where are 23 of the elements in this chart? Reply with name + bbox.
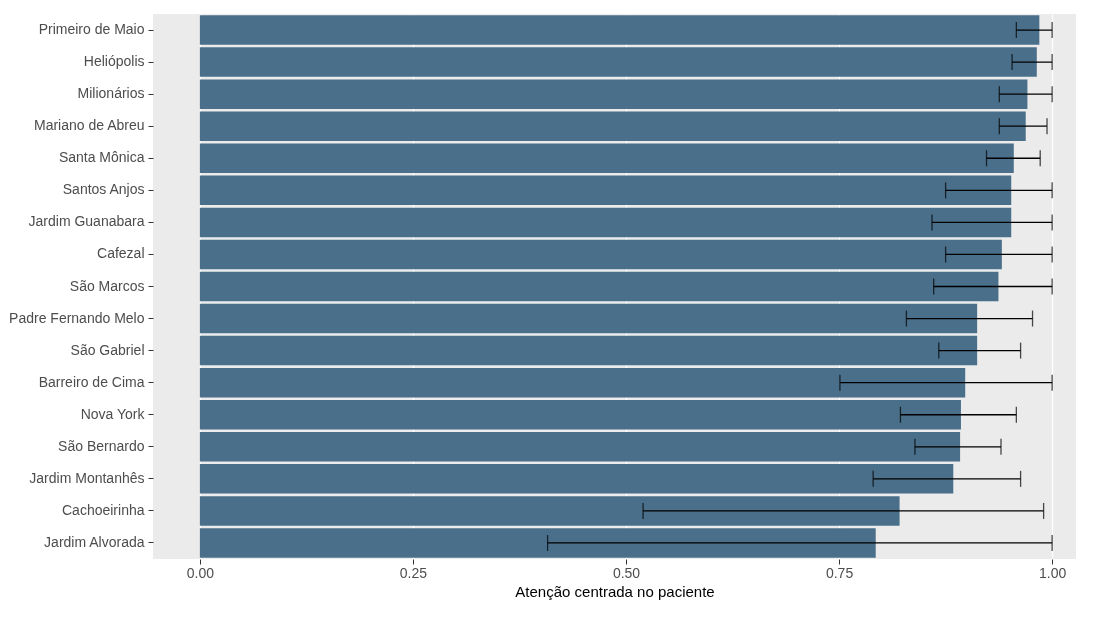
x-tick-label: 0.25 xyxy=(399,564,428,581)
y-tick-label: São Gabriel xyxy=(70,341,145,358)
y-tick-label: Milionários xyxy=(77,85,145,102)
y-tick-label: Jardim Guanabara xyxy=(28,213,145,230)
y-tick-label: Primeiro de Maio xyxy=(38,21,145,38)
y-tick-label: Santos Anjos xyxy=(62,181,145,198)
y-tick-label: São Bernardo xyxy=(58,437,145,454)
y-tick-label: Cafezal xyxy=(97,245,145,262)
y-tick-label: Barreiro de Cima xyxy=(38,373,145,390)
y-tick-label: Nova York xyxy=(80,405,146,422)
y-tick-label: Heliópolis xyxy=(83,53,145,70)
x-tick-label: 0.00 xyxy=(186,564,215,581)
x-tick-label: 0.50 xyxy=(612,564,641,581)
y-tick-label: Santa Mônica xyxy=(58,149,145,166)
y-tick-label: Mariano de Abreu xyxy=(33,117,145,134)
y-tick-label: Jardim Montanhês xyxy=(29,469,145,486)
x-axis-title: Atenção centrada no paciente xyxy=(515,582,715,600)
x-tick-label: 0.75 xyxy=(825,564,854,581)
x-tick-label: 1.00 xyxy=(1039,564,1067,581)
y-tick-label: Jardim Alvorada xyxy=(44,533,145,550)
y-tick-label: Cachoeirinha xyxy=(62,501,145,518)
y-tick-label: São Marcos xyxy=(69,277,145,294)
y-tick-label: Padre Fernando Melo xyxy=(9,309,145,326)
